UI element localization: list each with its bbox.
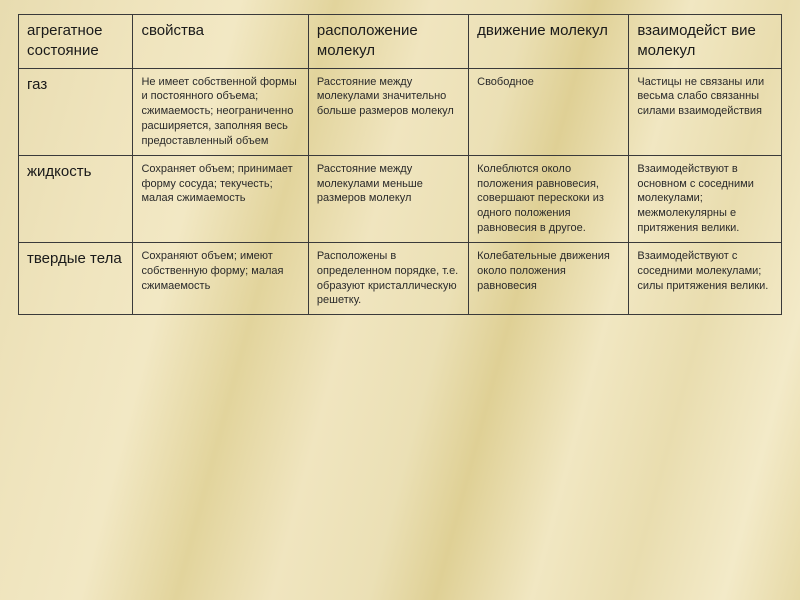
row-label-liquid: жидкость: [19, 155, 133, 242]
cell: Сохраняют объем; имеют собственную форму…: [133, 242, 308, 314]
table-row: газ Не имеет собственной формы и постоян…: [19, 68, 782, 155]
table-row: жидкость Сохраняет объем; принимает форм…: [19, 155, 782, 242]
col-header-state: агрегатное состояние: [19, 15, 133, 69]
table-header-row: агрегатное состояние свойства расположен…: [19, 15, 782, 69]
states-of-matter-table: агрегатное состояние свойства расположен…: [18, 14, 782, 315]
row-label-solid: твердые тела: [19, 242, 133, 314]
cell: Колеблются около положения равновесия, с…: [469, 155, 629, 242]
col-header-motion: движение молекул: [469, 15, 629, 69]
cell: Расположены в определенном порядке, т.е.…: [308, 242, 468, 314]
row-label-gas: газ: [19, 68, 133, 155]
col-header-interaction: взаимодейст вие молекул: [629, 15, 782, 69]
cell: Расстояние между молекулами меньше разме…: [308, 155, 468, 242]
table-row: твердые тела Сохраняют объем; имеют собс…: [19, 242, 782, 314]
cell: Взаимодействуют с соседними молекулами; …: [629, 242, 782, 314]
col-header-properties: свойства: [133, 15, 308, 69]
cell: Колебательные движения около положения р…: [469, 242, 629, 314]
col-header-arrangement: расположение молекул: [308, 15, 468, 69]
cell: Сохраняет объем; принимает форму сосуда;…: [133, 155, 308, 242]
slide-background: агрегатное состояние свойства расположен…: [0, 0, 800, 600]
cell: Не имеет собственной формы и постоянного…: [133, 68, 308, 155]
cell: Взаимодействуют в основном с соседними м…: [629, 155, 782, 242]
cell: Свободное: [469, 68, 629, 155]
cell: Частицы не связаны или весьма слабо связ…: [629, 68, 782, 155]
cell: Расстояние между молекулами значительно …: [308, 68, 468, 155]
